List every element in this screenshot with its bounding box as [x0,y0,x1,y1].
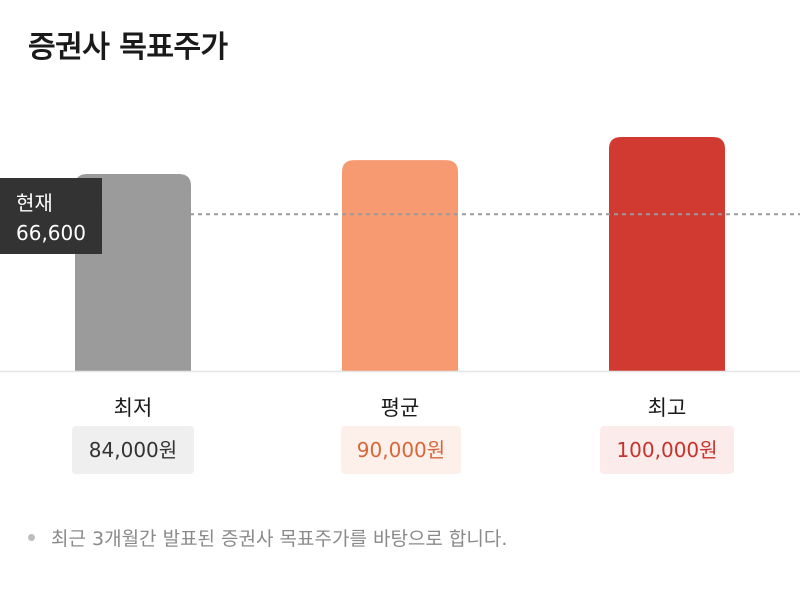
current-price-badge: 현재 66,600 [0,178,102,254]
category-label-low: 최저 [113,396,153,420]
current-price-label: 현재 [16,191,53,215]
page-title: 증권사 목표주가 [28,30,228,65]
value-label-high: 100,000원 [600,426,734,474]
value-label-low: 84,000원 [72,426,194,474]
bar-group [75,137,725,371]
bar-high [609,137,725,371]
bullet-dot [28,534,35,541]
footnote-text: 최근 3개월간 발표된 증권사 목표주가를 바탕으로 합니다. [51,528,508,550]
bar-avg [342,160,458,371]
category-label-high: 최고 [647,396,687,420]
value-label-avg: 90,000원 [341,426,461,474]
footnote: 최근 3개월간 발표된 증권사 목표주가를 바탕으로 합니다. [28,524,507,551]
category-label-avg: 평균 [380,396,420,420]
current-price-value: 66,600 [16,221,86,245]
bar-low [75,174,191,371]
